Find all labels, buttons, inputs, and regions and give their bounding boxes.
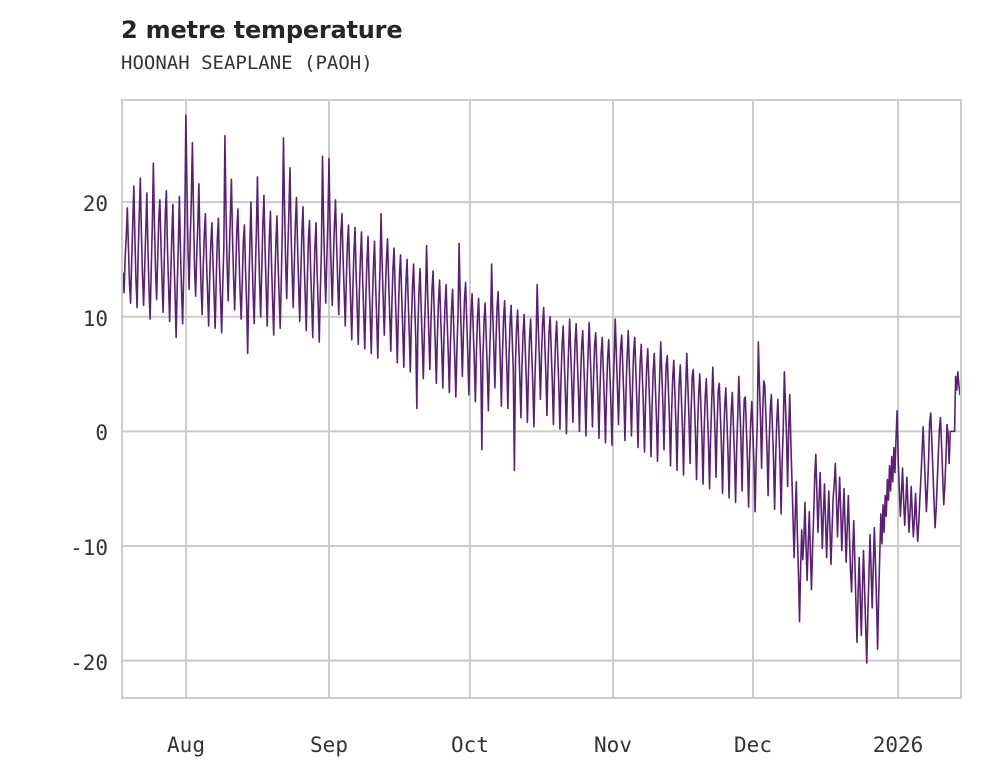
plot-area (121, 99, 962, 699)
x-tick-label: Nov (594, 733, 632, 757)
y-tick-label: 0 (95, 421, 108, 446)
temperature-line-chart (123, 101, 960, 697)
page-subtitle: HOONAH SEAPLANE (PAOH) (121, 52, 373, 74)
x-tick-label: Oct (451, 733, 489, 757)
grid-lines (123, 101, 960, 697)
x-tick-label: Sep (310, 733, 348, 757)
x-tick-label: Dec (734, 733, 772, 757)
x-axis-ticks: Aug Sep Oct Nov Dec 2026 (121, 733, 962, 773)
y-tick-label: 20 (82, 192, 108, 217)
y-tick-label: -20 (70, 650, 108, 675)
plot-inner (123, 101, 960, 697)
x-tick-label: Aug (167, 733, 205, 757)
x-tick-label: 2026 (872, 733, 924, 757)
temperature-series-line (123, 114, 960, 664)
y-tick-label: -10 (70, 536, 108, 560)
page-title: 2 metre temperature (121, 16, 403, 44)
y-tick-label: 10 (82, 306, 108, 331)
